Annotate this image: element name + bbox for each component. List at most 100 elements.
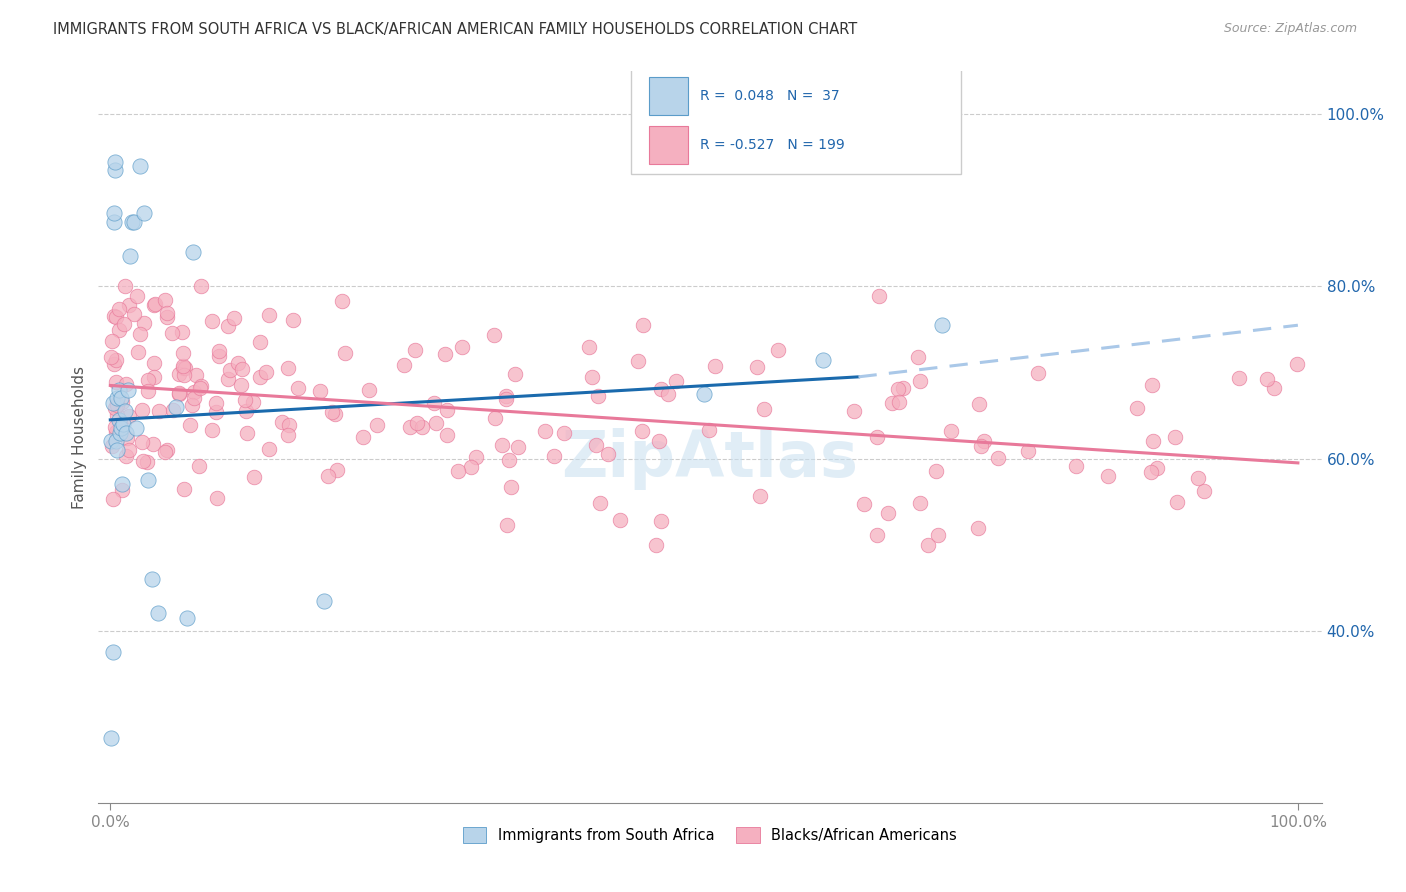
Text: ZipAtlas: ZipAtlas	[561, 428, 859, 490]
Point	[447, 465, 470, 479]
Point	[330, 293, 353, 308]
Point	[107, 392, 129, 406]
Point	[132, 316, 155, 330]
Point	[931, 318, 953, 333]
Point	[321, 404, 343, 418]
Point	[657, 387, 679, 401]
Point	[1187, 471, 1209, 485]
Point	[323, 407, 346, 421]
Point	[747, 360, 769, 375]
Point	[844, 404, 866, 418]
Point	[224, 311, 246, 326]
Point	[184, 368, 207, 382]
Point	[316, 469, 339, 483]
Point	[333, 346, 356, 360]
Point	[499, 480, 522, 494]
Point	[131, 402, 153, 417]
Point	[148, 404, 170, 418]
Point	[411, 419, 433, 434]
Point	[101, 645, 124, 659]
Point	[585, 438, 607, 452]
Point	[1286, 357, 1309, 371]
Point	[811, 352, 834, 367]
Point	[188, 381, 211, 395]
Point	[868, 289, 890, 303]
Point	[665, 374, 688, 388]
Point	[366, 418, 388, 433]
Point	[143, 370, 166, 384]
Point	[107, 413, 129, 427]
Point	[1142, 434, 1164, 448]
Point	[278, 417, 301, 432]
Point	[110, 416, 132, 430]
Point	[243, 470, 266, 484]
Point	[917, 538, 939, 552]
Point	[650, 382, 672, 396]
Point	[217, 319, 239, 334]
Point	[277, 428, 299, 442]
Point	[207, 491, 229, 505]
Point	[505, 367, 527, 381]
Point	[908, 496, 931, 510]
Point	[973, 434, 995, 448]
Text: IMMIGRANTS FROM SOUTH AFRICA VS BLACK/AFRICAN AMERICAN FAMILY HOUSEHOLDS CORRELA: IMMIGRANTS FROM SOUTH AFRICA VS BLACK/AF…	[53, 22, 858, 37]
Point	[939, 424, 962, 438]
Point	[233, 392, 256, 407]
Point	[404, 343, 426, 358]
Point	[704, 359, 727, 374]
Point	[1026, 366, 1049, 380]
Point	[543, 449, 565, 463]
Point	[103, 310, 125, 324]
Point	[103, 492, 125, 507]
Point	[121, 215, 143, 229]
Point	[423, 396, 446, 410]
Point	[495, 389, 517, 403]
Point	[179, 417, 201, 432]
Text: R =  0.048   N =  37: R = 0.048 N = 37	[700, 89, 839, 103]
Point	[891, 381, 914, 395]
Point	[1227, 370, 1250, 384]
Point	[986, 451, 1008, 466]
Point	[100, 731, 122, 746]
Point	[482, 328, 505, 343]
Point	[460, 459, 482, 474]
Legend: Immigrants from South Africa, Blacks/African Americans: Immigrants from South Africa, Blacks/Afr…	[456, 820, 965, 850]
Point	[283, 313, 305, 327]
FancyBboxPatch shape	[648, 77, 688, 115]
Point	[183, 245, 205, 260]
Point	[1017, 443, 1039, 458]
Point	[287, 381, 309, 395]
Point	[176, 611, 198, 625]
Point	[966, 521, 988, 535]
Point	[853, 497, 876, 511]
Point	[173, 368, 195, 382]
Point	[174, 360, 197, 375]
Point	[496, 518, 519, 533]
Point	[165, 400, 187, 414]
Point	[172, 346, 194, 360]
Point	[127, 345, 149, 359]
Point	[181, 398, 204, 412]
Point	[967, 396, 990, 410]
Point	[100, 434, 122, 449]
Point	[131, 434, 153, 449]
Point	[107, 408, 129, 422]
Point	[254, 365, 277, 379]
Point	[169, 387, 191, 401]
Point	[108, 323, 131, 337]
Point	[125, 289, 148, 303]
Text: R = -0.527   N = 199: R = -0.527 N = 199	[700, 138, 845, 153]
Point	[104, 401, 127, 415]
Point	[578, 339, 600, 353]
Point	[100, 350, 122, 364]
Point	[107, 442, 129, 457]
Point	[586, 389, 609, 403]
Point	[103, 206, 125, 220]
Point	[101, 334, 124, 349]
Point	[484, 411, 506, 425]
Point	[242, 395, 264, 409]
Point	[110, 392, 132, 406]
Point	[104, 420, 127, 434]
Point	[205, 405, 228, 419]
Point	[122, 307, 145, 321]
